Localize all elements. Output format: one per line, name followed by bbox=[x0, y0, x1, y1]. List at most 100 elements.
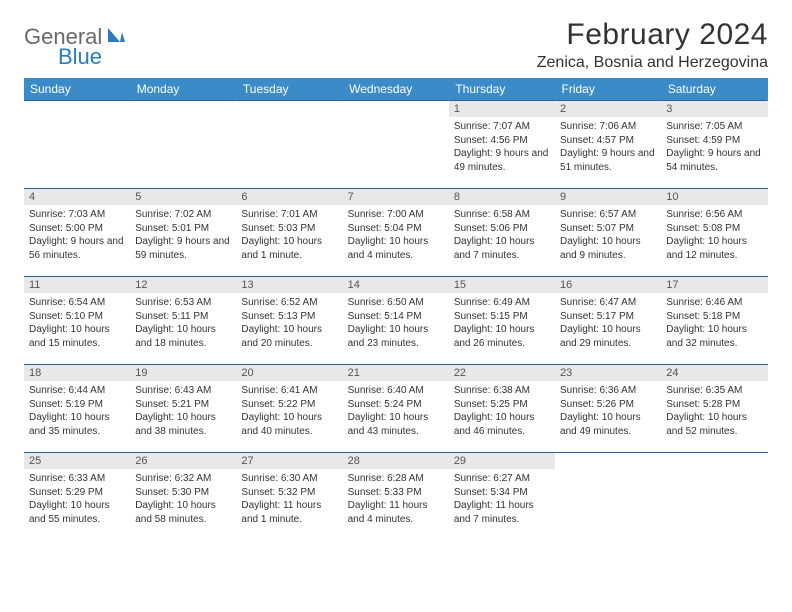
day-number: 24 bbox=[661, 365, 767, 381]
daylight-line: Daylight: 10 hours and 40 minutes. bbox=[241, 411, 337, 438]
daylight-line: Daylight: 10 hours and 49 minutes. bbox=[560, 411, 656, 438]
sunset-line: Sunset: 5:04 PM bbox=[348, 222, 444, 236]
calendar-cell: 13Sunrise: 6:52 AMSunset: 5:13 PMDayligh… bbox=[236, 277, 342, 365]
daylight-line: Daylight: 10 hours and 29 minutes. bbox=[560, 323, 656, 350]
daylight-line: Daylight: 10 hours and 52 minutes. bbox=[666, 411, 762, 438]
weekday-header: Tuesday bbox=[236, 78, 342, 101]
day-number: 14 bbox=[343, 277, 449, 293]
sunrise-line: Sunrise: 6:53 AM bbox=[135, 296, 231, 310]
daylight-line: Daylight: 11 hours and 7 minutes. bbox=[454, 499, 550, 526]
day-number: 7 bbox=[343, 189, 449, 205]
daylight-line: Daylight: 9 hours and 56 minutes. bbox=[29, 235, 125, 262]
daylight-line: Daylight: 10 hours and 26 minutes. bbox=[454, 323, 550, 350]
day-number: 22 bbox=[449, 365, 555, 381]
day-details: Sunrise: 6:43 AMSunset: 5:21 PMDaylight:… bbox=[130, 381, 236, 438]
day-number: 23 bbox=[555, 365, 661, 381]
day-details: Sunrise: 7:07 AMSunset: 4:56 PMDaylight:… bbox=[449, 117, 555, 174]
calendar-cell: 29Sunrise: 6:27 AMSunset: 5:34 PMDayligh… bbox=[449, 453, 555, 541]
weekday-header: Monday bbox=[130, 78, 236, 101]
day-number: 17 bbox=[661, 277, 767, 293]
sunset-line: Sunset: 5:07 PM bbox=[560, 222, 656, 236]
calendar-cell: 3Sunrise: 7:05 AMSunset: 4:59 PMDaylight… bbox=[661, 101, 767, 189]
day-details: Sunrise: 6:49 AMSunset: 5:15 PMDaylight:… bbox=[449, 293, 555, 350]
daylight-line: Daylight: 11 hours and 4 minutes. bbox=[348, 499, 444, 526]
sunrise-line: Sunrise: 6:35 AM bbox=[666, 384, 762, 398]
day-number: 6 bbox=[236, 189, 342, 205]
calendar-cell bbox=[130, 101, 236, 189]
calendar-cell: 23Sunrise: 6:36 AMSunset: 5:26 PMDayligh… bbox=[555, 365, 661, 453]
daylight-line: Daylight: 10 hours and 32 minutes. bbox=[666, 323, 762, 350]
calendar-week-row: 18Sunrise: 6:44 AMSunset: 5:19 PMDayligh… bbox=[24, 365, 768, 453]
day-details: Sunrise: 7:05 AMSunset: 4:59 PMDaylight:… bbox=[661, 117, 767, 174]
month-title: February 2024 bbox=[537, 18, 768, 52]
calendar-cell: 6Sunrise: 7:01 AMSunset: 5:03 PMDaylight… bbox=[236, 189, 342, 277]
calendar-cell: 24Sunrise: 6:35 AMSunset: 5:28 PMDayligh… bbox=[661, 365, 767, 453]
daylight-line: Daylight: 10 hours and 12 minutes. bbox=[666, 235, 762, 262]
sunrise-line: Sunrise: 6:44 AM bbox=[29, 384, 125, 398]
sunrise-line: Sunrise: 6:49 AM bbox=[454, 296, 550, 310]
sunrise-line: Sunrise: 6:43 AM bbox=[135, 384, 231, 398]
sunset-line: Sunset: 5:26 PM bbox=[560, 398, 656, 412]
daylight-line: Daylight: 10 hours and 4 minutes. bbox=[348, 235, 444, 262]
calendar-table: SundayMondayTuesdayWednesdayThursdayFrid… bbox=[24, 78, 768, 541]
calendar-cell: 18Sunrise: 6:44 AMSunset: 5:19 PMDayligh… bbox=[24, 365, 130, 453]
sunrise-line: Sunrise: 6:46 AM bbox=[666, 296, 762, 310]
calendar-cell: 10Sunrise: 6:56 AMSunset: 5:08 PMDayligh… bbox=[661, 189, 767, 277]
logo-word2: Blue bbox=[58, 44, 102, 69]
day-number: 26 bbox=[130, 453, 236, 469]
calendar-cell: 5Sunrise: 7:02 AMSunset: 5:01 PMDaylight… bbox=[130, 189, 236, 277]
sunset-line: Sunset: 5:28 PM bbox=[666, 398, 762, 412]
day-details: Sunrise: 6:53 AMSunset: 5:11 PMDaylight:… bbox=[130, 293, 236, 350]
sunset-line: Sunset: 5:08 PM bbox=[666, 222, 762, 236]
calendar-cell: 25Sunrise: 6:33 AMSunset: 5:29 PMDayligh… bbox=[24, 453, 130, 541]
sunrise-line: Sunrise: 6:47 AM bbox=[560, 296, 656, 310]
sunrise-line: Sunrise: 6:38 AM bbox=[454, 384, 550, 398]
calendar-cell: 22Sunrise: 6:38 AMSunset: 5:25 PMDayligh… bbox=[449, 365, 555, 453]
daylight-line: Daylight: 9 hours and 54 minutes. bbox=[666, 147, 762, 174]
sunset-line: Sunset: 5:14 PM bbox=[348, 310, 444, 324]
calendar-cell: 21Sunrise: 6:40 AMSunset: 5:24 PMDayligh… bbox=[343, 365, 449, 453]
calendar-cell: 14Sunrise: 6:50 AMSunset: 5:14 PMDayligh… bbox=[343, 277, 449, 365]
day-details: Sunrise: 6:47 AMSunset: 5:17 PMDaylight:… bbox=[555, 293, 661, 350]
day-details: Sunrise: 6:35 AMSunset: 5:28 PMDaylight:… bbox=[661, 381, 767, 438]
page-header: General February 2024 Zenica, Bosnia and… bbox=[24, 18, 768, 72]
sunrise-line: Sunrise: 7:02 AM bbox=[135, 208, 231, 222]
sunset-line: Sunset: 5:30 PM bbox=[135, 486, 231, 500]
calendar-cell bbox=[343, 101, 449, 189]
logo-sail-icon bbox=[106, 26, 126, 49]
calendar-body: 1Sunrise: 7:07 AMSunset: 4:56 PMDaylight… bbox=[24, 101, 768, 541]
sunrise-line: Sunrise: 6:30 AM bbox=[241, 472, 337, 486]
sunset-line: Sunset: 5:33 PM bbox=[348, 486, 444, 500]
day-number: 2 bbox=[555, 101, 661, 117]
day-number: 15 bbox=[449, 277, 555, 293]
sunset-line: Sunset: 4:59 PM bbox=[666, 134, 762, 148]
sunrise-line: Sunrise: 7:05 AM bbox=[666, 120, 762, 134]
day-details: Sunrise: 6:40 AMSunset: 5:24 PMDaylight:… bbox=[343, 381, 449, 438]
sunset-line: Sunset: 5:22 PM bbox=[241, 398, 337, 412]
day-number: 19 bbox=[130, 365, 236, 381]
calendar-cell bbox=[236, 101, 342, 189]
location: Zenica, Bosnia and Herzegovina bbox=[537, 54, 768, 72]
day-details: Sunrise: 6:58 AMSunset: 5:06 PMDaylight:… bbox=[449, 205, 555, 262]
calendar-cell: 7Sunrise: 7:00 AMSunset: 5:04 PMDaylight… bbox=[343, 189, 449, 277]
calendar-week-row: 25Sunrise: 6:33 AMSunset: 5:29 PMDayligh… bbox=[24, 453, 768, 541]
calendar-cell bbox=[24, 101, 130, 189]
daylight-line: Daylight: 10 hours and 1 minute. bbox=[241, 235, 337, 262]
day-number: 4 bbox=[24, 189, 130, 205]
sunrise-line: Sunrise: 6:52 AM bbox=[241, 296, 337, 310]
calendar-week-row: 11Sunrise: 6:54 AMSunset: 5:10 PMDayligh… bbox=[24, 277, 768, 365]
daylight-line: Daylight: 11 hours and 1 minute. bbox=[241, 499, 337, 526]
sunset-line: Sunset: 5:21 PM bbox=[135, 398, 231, 412]
sunset-line: Sunset: 4:56 PM bbox=[454, 134, 550, 148]
day-number: 9 bbox=[555, 189, 661, 205]
day-number: 25 bbox=[24, 453, 130, 469]
day-details: Sunrise: 7:06 AMSunset: 4:57 PMDaylight:… bbox=[555, 117, 661, 174]
day-details: Sunrise: 7:02 AMSunset: 5:01 PMDaylight:… bbox=[130, 205, 236, 262]
day-number: 11 bbox=[24, 277, 130, 293]
calendar-cell: 9Sunrise: 6:57 AMSunset: 5:07 PMDaylight… bbox=[555, 189, 661, 277]
sunrise-line: Sunrise: 6:40 AM bbox=[348, 384, 444, 398]
day-number: 13 bbox=[236, 277, 342, 293]
day-details: Sunrise: 6:46 AMSunset: 5:18 PMDaylight:… bbox=[661, 293, 767, 350]
day-number: 21 bbox=[343, 365, 449, 381]
sunrise-line: Sunrise: 7:01 AM bbox=[241, 208, 337, 222]
